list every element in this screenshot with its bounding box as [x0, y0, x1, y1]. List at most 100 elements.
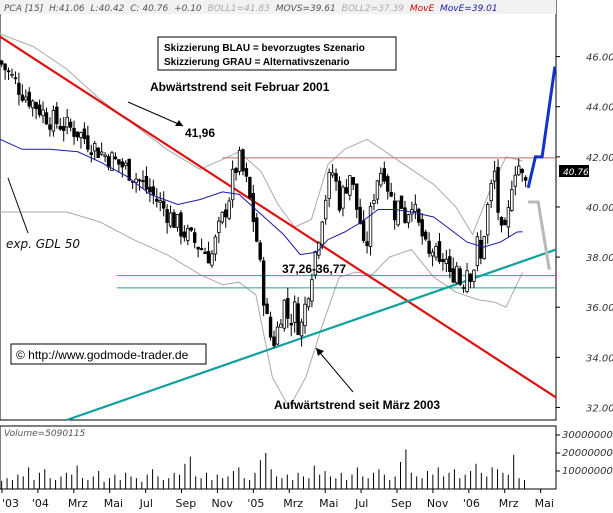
downtrend-line	[0, 35, 557, 399]
time-tick-label: '06	[463, 497, 480, 510]
time-tick-label: Mai	[104, 497, 123, 510]
candle-body	[506, 207, 511, 228]
ema-pointer	[7, 177, 29, 234]
candle-body	[151, 186, 156, 196]
candles	[0, 59, 528, 349]
candle-body	[441, 259, 445, 262]
candle-body	[72, 127, 76, 137]
candle-body	[451, 268, 455, 283]
candle-body	[241, 149, 245, 172]
candle-body	[175, 214, 180, 228]
candle-body	[327, 172, 331, 199]
candle-body	[172, 212, 176, 228]
candle-body	[454, 265, 459, 284]
candle-body	[423, 231, 428, 240]
candle-body	[382, 168, 387, 182]
last-price-text: 40.76	[563, 168, 589, 178]
candle-body	[334, 173, 338, 182]
candle-body	[513, 174, 518, 187]
header-movs: MOVS=39.61	[276, 4, 336, 14]
candle-body	[6, 70, 11, 73]
candle-body	[82, 128, 87, 140]
time-tick-label: Nov	[427, 497, 449, 510]
header-symbol: PCA [15]	[4, 4, 44, 14]
candle-body	[196, 246, 200, 250]
candle-body	[396, 200, 400, 226]
time-tick-label: Nov	[211, 497, 233, 510]
candle-body	[286, 298, 290, 319]
candle-body	[99, 151, 104, 155]
candle-body	[182, 231, 187, 238]
price-tick-label: 40.00	[586, 203, 613, 214]
candle-body	[355, 183, 359, 210]
time-tick-label: Mrz	[283, 497, 303, 510]
high-level-label: 41,96	[185, 126, 215, 140]
candle-body	[93, 143, 97, 152]
header-close: C: 40.76	[130, 4, 168, 14]
header-text: PCA [15] H:41.06 L:40.42 C: 40.76 +0.10 …	[4, 4, 498, 14]
ema-label: exp. GDL 50	[6, 237, 80, 251]
candle-body	[86, 135, 90, 150]
downtrend-pointer	[127, 101, 184, 127]
candle-body	[124, 162, 128, 166]
candle-body	[258, 242, 262, 260]
price-tick-label: 32.00	[586, 403, 613, 414]
header-move-blue: MovE=39.01	[440, 4, 498, 14]
volume-bars	[1, 449, 525, 489]
preferred-scenario	[526, 66, 557, 189]
time-tick-label: '05	[247, 497, 264, 510]
candle-body	[303, 303, 307, 327]
candle-body	[510, 189, 514, 211]
candle-body	[244, 168, 249, 177]
candle-body	[503, 219, 507, 226]
candle-body	[299, 321, 304, 337]
candle-body	[41, 109, 45, 117]
candle-body	[479, 239, 483, 259]
candle-body	[475, 236, 480, 266]
candle-body	[186, 228, 190, 241]
candle-body	[348, 175, 352, 196]
candle-body	[144, 175, 149, 190]
candle-body	[17, 82, 21, 95]
support-zone-label: 37,26-36,77	[282, 262, 346, 276]
candle-body	[224, 209, 228, 218]
header-low: L:40.42	[91, 4, 125, 14]
candle-body	[24, 96, 28, 101]
candle-body	[306, 298, 311, 308]
candle-body	[399, 195, 404, 209]
candle-body	[496, 167, 500, 213]
candle-body	[386, 176, 390, 192]
candle-body	[37, 104, 42, 116]
candle-body	[375, 180, 380, 200]
time-tick-label: '04	[32, 497, 49, 510]
time-tick-label: Sep	[176, 497, 197, 510]
candle-body	[520, 169, 524, 173]
candle-body	[413, 203, 418, 212]
candle-body	[230, 168, 235, 201]
price-tick-label: 38.00	[586, 253, 613, 264]
candle-body	[430, 251, 435, 257]
candle-body	[437, 241, 442, 262]
time-tick-label: Mai	[535, 497, 554, 510]
candle-body	[134, 178, 138, 183]
candle-body	[89, 152, 93, 156]
candle-body	[361, 220, 366, 241]
candle-body	[372, 199, 376, 204]
candle-body	[282, 299, 287, 329]
candle-body	[161, 200, 166, 209]
header-boll2: BOLL2=37.39	[342, 4, 405, 14]
price-panel-frame	[0, 0, 557, 421]
candle-body	[68, 121, 73, 128]
time-tick-label: Mrz	[68, 497, 88, 510]
scenario-legend: Skizzierung BLAU = bevorzugtes Szenario …	[157, 36, 397, 71]
legend-line-1: Skizzierung BLAU = bevorzugtes Szenario	[164, 43, 365, 54]
candle-body	[434, 245, 438, 258]
candle-body	[324, 199, 328, 220]
candle-body	[213, 236, 218, 255]
candle-body	[330, 172, 335, 176]
candle-body	[261, 260, 266, 306]
candle-body	[96, 147, 100, 159]
candle-body	[27, 91, 31, 107]
candle-body	[289, 322, 293, 326]
